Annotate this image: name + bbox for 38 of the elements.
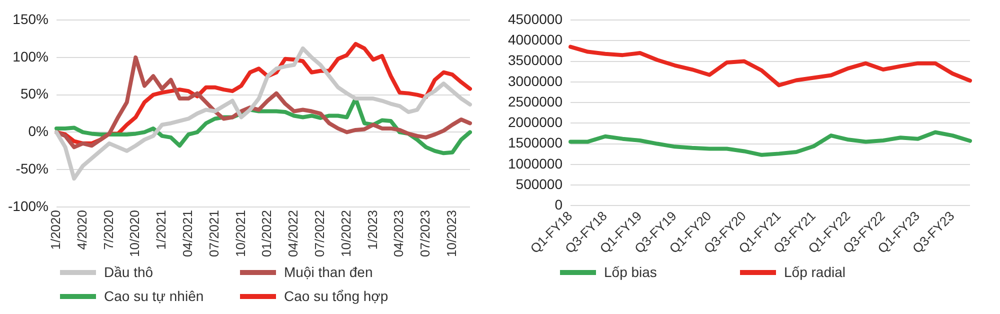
x-tick-label: 04/2023 bbox=[391, 210, 406, 258]
x-tick-label: 10/2020 bbox=[127, 210, 142, 258]
legend-label: Cao su tự nhiên bbox=[104, 288, 204, 304]
x-tick-label: 07/2021 bbox=[206, 210, 222, 258]
x-tick-label: 10/2023 bbox=[444, 210, 459, 258]
y-tick-label: 2000000 bbox=[508, 114, 563, 130]
x-tick-label: 10/2022 bbox=[338, 210, 354, 258]
legend-label: Lốp bias bbox=[604, 264, 657, 280]
y-tick-label: 4500000 bbox=[508, 10, 563, 27]
y-tick-label: 2500000 bbox=[508, 93, 563, 110]
x-tick-label: 04/2021 bbox=[180, 210, 196, 258]
x-tick-label: 7/2020 bbox=[100, 210, 116, 250]
y-tick-label: 0% bbox=[28, 123, 48, 140]
legend-label: Lốp radial bbox=[784, 264, 846, 280]
y-tick-label: -100% bbox=[8, 198, 48, 214]
y-tick-label: 500000 bbox=[516, 176, 563, 192]
legend-label: Dầu thô bbox=[104, 264, 154, 280]
x-tick-label: 1/2020 bbox=[48, 210, 64, 250]
y-tick-label: -50% bbox=[16, 160, 48, 176]
y-tick-label: 1500000 bbox=[508, 134, 563, 151]
x-tick-label: 01/2022 bbox=[259, 210, 274, 258]
x-tick-label: 4/2020 bbox=[74, 210, 90, 250]
y-tick-label: 1000000 bbox=[508, 155, 563, 172]
x-tick-label: 1/2021 bbox=[154, 210, 169, 250]
y-tick-label: 100% bbox=[12, 48, 48, 64]
x-tick-label: 04/2022 bbox=[286, 210, 301, 258]
y-tick-label: 4000000 bbox=[508, 31, 563, 48]
y-tick-label: 3000000 bbox=[508, 72, 563, 89]
x-tick-label: 1/2023 bbox=[364, 210, 380, 250]
y-tick-label: 0 bbox=[554, 196, 563, 213]
y-tick-label: 3500000 bbox=[508, 52, 563, 68]
x-tick-label: 07/2022 bbox=[312, 210, 328, 258]
legend-label: Cao su tổng hợp bbox=[284, 288, 388, 304]
legend-label: Muội than đen bbox=[284, 264, 373, 280]
y-tick-label: 50% bbox=[20, 86, 48, 102]
x-tick-label: 10/2021 bbox=[232, 210, 248, 258]
y-tick-label: 150% bbox=[12, 10, 48, 27]
x-tick-label: 07/2023 bbox=[418, 210, 433, 258]
